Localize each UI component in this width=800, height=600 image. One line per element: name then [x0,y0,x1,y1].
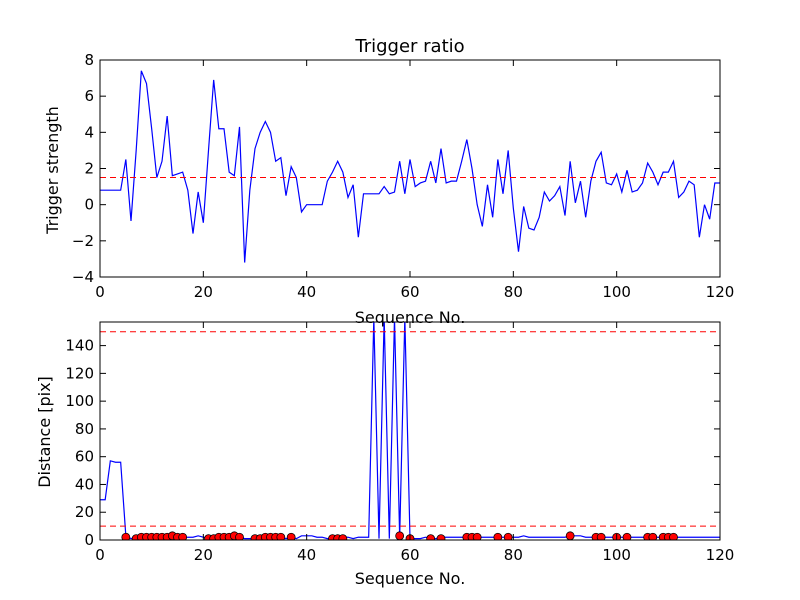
bottom-y-tick-label: 100 [65,392,94,410]
bottom-marker-point [286,532,296,540]
bottom-marker-point [565,531,575,540]
top-x-tick-label: 20 [194,283,213,301]
bottom-marker-point [503,532,513,540]
top-x-tick-label: 80 [504,283,523,301]
bottom-y-axis-label: Distance [pix] [35,376,54,488]
bottom-series-group [100,322,720,540]
bottom-marker-point [493,532,503,540]
bottom-x-tick-label: 120 [706,546,735,564]
bottom-x-axis-label: Sequence No. [355,569,466,588]
trigger-ratio-panel: Trigger ratio Trigger strength Sequence … [43,36,734,327]
bottom-marker-point [622,532,632,540]
top-y-tick-label: 0 [84,196,94,214]
bottom-y-tick-label: 0 [84,531,94,549]
top-x-tick-label: 120 [706,283,735,301]
top-x-tick-label: 0 [95,283,105,301]
bottom-y-tick-label: 40 [75,475,94,493]
bottom-y-tick-label: 140 [65,337,94,355]
top-y-tick-label: 6 [84,87,94,105]
bottom-y-tick-label: 20 [75,503,94,521]
top-x-tick-label: 40 [297,283,316,301]
top-y-tick-label: −4 [72,268,94,286]
top-y-tick-label: 2 [84,160,94,178]
bottom-marker-point [596,532,606,540]
bottom-marker-point [436,534,446,540]
bottom-marker-point [395,531,405,540]
bottom-y-tick-label: 80 [75,420,94,438]
bottom-marker-point [472,532,482,540]
top-chart-title: Trigger ratio [354,36,464,57]
distance-panel: Distance [pix] Sequence No. 0 20 40 60 80 100… [35,321,735,588]
top-series-group [100,70,720,263]
top-y-tick-label: 8 [84,51,94,69]
bottom-x-tick-label: 60 [400,546,419,564]
bottom-marker-point [235,532,244,540]
top-y-tick-label: 4 [84,123,94,141]
top-x-tick-label: 60 [400,283,419,301]
top-x-tick-label: 100 [602,283,631,301]
bottom-marker-point [338,534,348,540]
bottom-marker-point [178,532,188,540]
top-y-tick-label: −2 [72,232,94,250]
bottom-marker-point [121,532,131,540]
bottom-x-tick-label: 40 [297,546,316,564]
bottom-x-tick-label: 0 [95,546,105,564]
bottom-y-tick-label: 60 [75,448,94,466]
bottom-marker-point [669,532,678,540]
bottom-x-tick-label: 80 [504,546,523,564]
bottom-x-tick-label: 100 [602,546,631,564]
bottom-plot-area: 0 20 40 60 80 100 120 0 20 40 60 80 100 120 140 [65,321,735,564]
bottom-marker-point [426,534,436,540]
bottom-y-tick-label: 120 [65,364,94,382]
top-y-axis-label: Trigger strength [43,106,62,235]
bottom-x-tick-label: 20 [194,546,213,564]
top-data-line [100,70,720,263]
bottom-marker-point [648,532,658,540]
top-plot-area: 0 20 40 60 80 100 120 −4 −2 0 2 4 6 8 [72,51,734,301]
bottom-marker-point [276,532,286,540]
